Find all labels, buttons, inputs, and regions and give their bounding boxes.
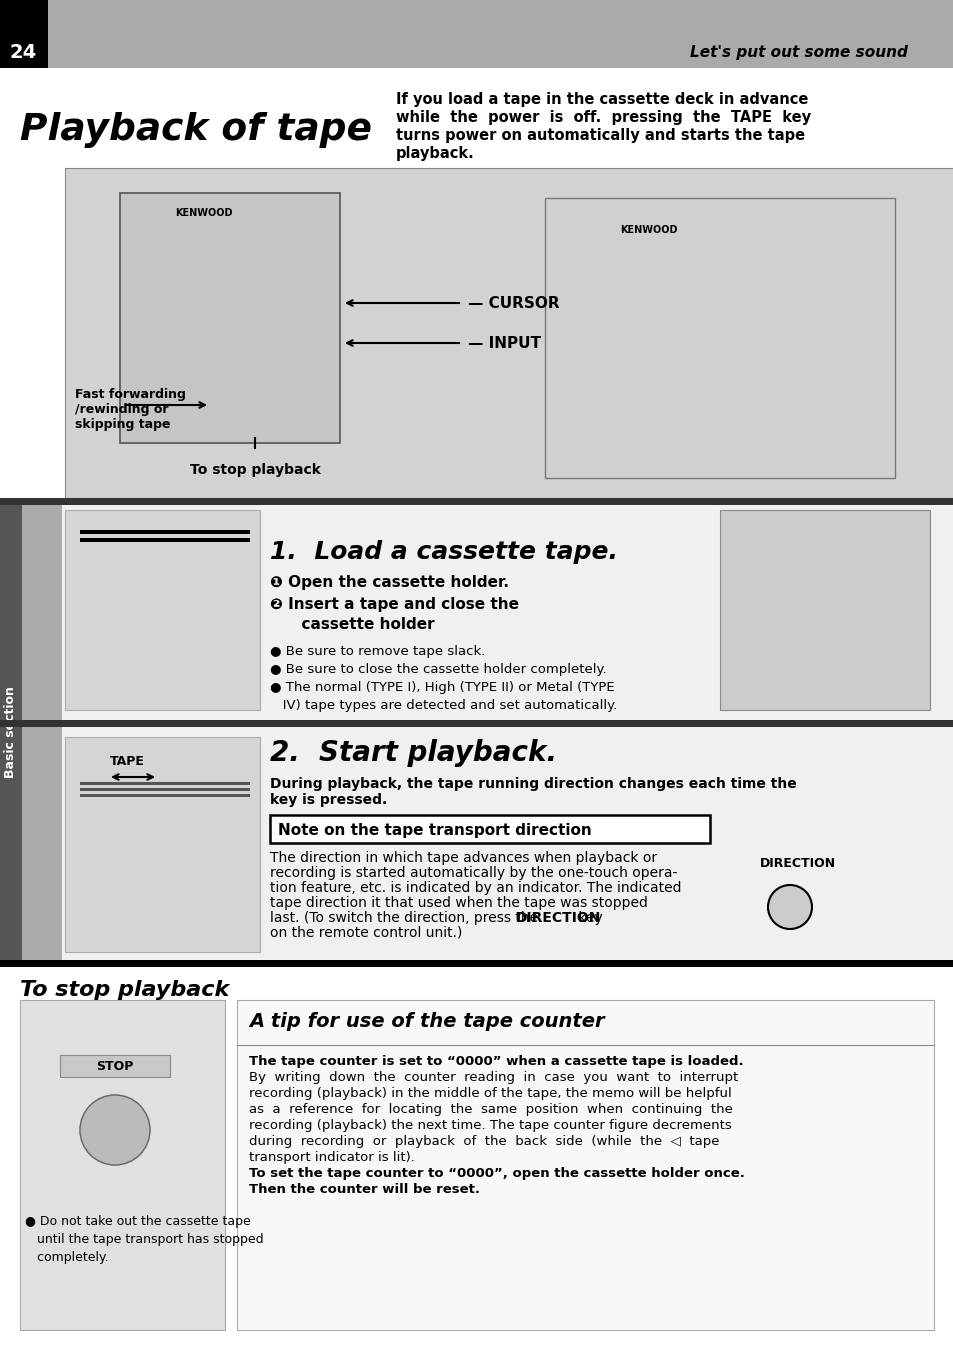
Text: ❷ Insert a tape and close the: ❷ Insert a tape and close the	[270, 597, 518, 612]
Text: tion feature, etc. is indicated by an indicator. The indicated: tion feature, etc. is indicated by an in…	[270, 881, 680, 894]
Text: during  recording  or  playback  of  the  back  side  (while  the  ◁  tape: during recording or playback of the back…	[249, 1135, 719, 1148]
Bar	[80, 788, 250, 790]
Bar	[80, 530, 250, 534]
Text: key: key	[574, 911, 602, 925]
Bar	[0, 727, 953, 962]
Text: Then the counter will be reset.: Then the counter will be reset.	[249, 1183, 479, 1196]
Bar	[0, 505, 22, 961]
Text: If you load a tape in the cassette deck in advance: If you load a tape in the cassette deck …	[395, 92, 807, 107]
Text: recording (playback) in the middle of the tape, the memo will be helpful: recording (playback) in the middle of th…	[249, 1088, 731, 1100]
Bar	[0, 0, 953, 68]
Text: Basic section: Basic section	[5, 686, 17, 778]
Text: Let's put out some sound: Let's put out some sound	[689, 46, 907, 61]
Text: as  a  reference  for  locating  the  same  position  when  continuing  the: as a reference for locating the same pos…	[249, 1102, 732, 1116]
Text: KENWOOD: KENWOOD	[619, 226, 677, 235]
Bar	[0, 499, 953, 505]
Bar	[0, 505, 953, 720]
Text: ❶ Open the cassette holder.: ❶ Open the cassette holder.	[270, 576, 509, 590]
Bar	[60, 1055, 170, 1077]
Text: TAPE: TAPE	[110, 755, 145, 767]
Text: During playback, the tape running direction changes each time the: During playback, the tape running direct…	[270, 777, 796, 790]
Text: ● Do not take out the cassette tape: ● Do not take out the cassette tape	[25, 1215, 251, 1228]
Text: recording (playback) the next time. The tape counter figure decrements: recording (playback) the next time. The …	[249, 1119, 731, 1132]
Text: ● The normal (TYPE I), High (TYPE II) or Metal (TYPE: ● The normal (TYPE I), High (TYPE II) or…	[270, 681, 614, 694]
Text: recording is started automatically by the one-touch opera-: recording is started automatically by th…	[270, 866, 677, 880]
Text: 2.  Start playback.: 2. Start playback.	[270, 739, 557, 767]
Text: To stop playback: To stop playback	[20, 979, 229, 1000]
Bar	[544, 199, 894, 478]
Text: until the tape transport has stopped: until the tape transport has stopped	[25, 1233, 263, 1246]
Bar	[120, 193, 339, 443]
Text: DIRECTION: DIRECTION	[760, 857, 835, 870]
Text: IV) tape types are detected and set automatically.: IV) tape types are detected and set auto…	[270, 698, 617, 712]
Text: DIRECTION: DIRECTION	[516, 911, 600, 925]
Text: playback.: playback.	[395, 146, 475, 161]
Bar	[0, 961, 953, 967]
Bar	[20, 1000, 225, 1329]
Text: — CURSOR: — CURSOR	[468, 296, 559, 311]
Text: completely.: completely.	[25, 1251, 109, 1265]
Circle shape	[80, 1096, 150, 1165]
Text: — INPUT: — INPUT	[468, 335, 540, 350]
Text: tape direction it that used when the tape was stopped: tape direction it that used when the tap…	[270, 896, 647, 911]
Bar	[80, 782, 250, 785]
Bar	[0, 505, 62, 961]
Text: STOP: STOP	[96, 1061, 133, 1073]
Bar	[0, 0, 48, 68]
Text: A tip for use of the tape counter: A tip for use of the tape counter	[249, 1012, 604, 1031]
Text: To stop playback: To stop playback	[190, 463, 320, 477]
Text: cassette holder: cassette holder	[270, 617, 435, 632]
Text: ● Be sure to remove tape slack.: ● Be sure to remove tape slack.	[270, 644, 485, 658]
Text: By  writing  down  the  counter  reading  in  case  you  want  to  interrupt: By writing down the counter reading in c…	[249, 1071, 738, 1084]
Circle shape	[767, 885, 811, 929]
Bar	[80, 538, 250, 542]
Bar	[720, 509, 929, 711]
Bar	[65, 738, 260, 952]
Text: The tape counter is set to “0000” when a cassette tape is loaded.: The tape counter is set to “0000” when a…	[249, 1055, 742, 1069]
Bar	[0, 68, 953, 168]
Text: 24: 24	[10, 43, 37, 62]
Text: To set the tape counter to “0000”, open the cassette holder once.: To set the tape counter to “0000”, open …	[249, 1167, 744, 1179]
Text: Fast forwarding
/rewinding or
skipping tape: Fast forwarding /rewinding or skipping t…	[75, 388, 186, 431]
Text: turns power on automatically and starts the tape: turns power on automatically and starts …	[395, 128, 804, 143]
Text: while  the  power  is  off.  pressing  the  TAPE  key: while the power is off. pressing the TAP…	[395, 109, 810, 126]
Text: Note on the tape transport direction: Note on the tape transport direction	[277, 823, 591, 838]
Bar	[65, 509, 260, 711]
Text: ● Be sure to close the cassette holder completely.: ● Be sure to close the cassette holder c…	[270, 663, 606, 676]
Text: The direction in which tape advances when playback or: The direction in which tape advances whe…	[270, 851, 657, 865]
Text: last. (To switch the direction, press the: last. (To switch the direction, press th…	[270, 911, 542, 925]
Text: KENWOOD: KENWOOD	[174, 208, 233, 218]
Bar	[80, 794, 250, 797]
Bar	[270, 815, 709, 843]
Text: on the remote control unit.): on the remote control unit.)	[270, 925, 462, 940]
Text: 1.  Load a cassette tape.: 1. Load a cassette tape.	[270, 540, 618, 563]
Bar	[236, 1000, 933, 1329]
Bar	[0, 720, 953, 727]
Bar	[65, 168, 953, 499]
Text: key is pressed.: key is pressed.	[270, 793, 387, 807]
Text: transport indicator is lit).: transport indicator is lit).	[249, 1151, 415, 1165]
Text: Playback of tape: Playback of tape	[20, 112, 372, 149]
